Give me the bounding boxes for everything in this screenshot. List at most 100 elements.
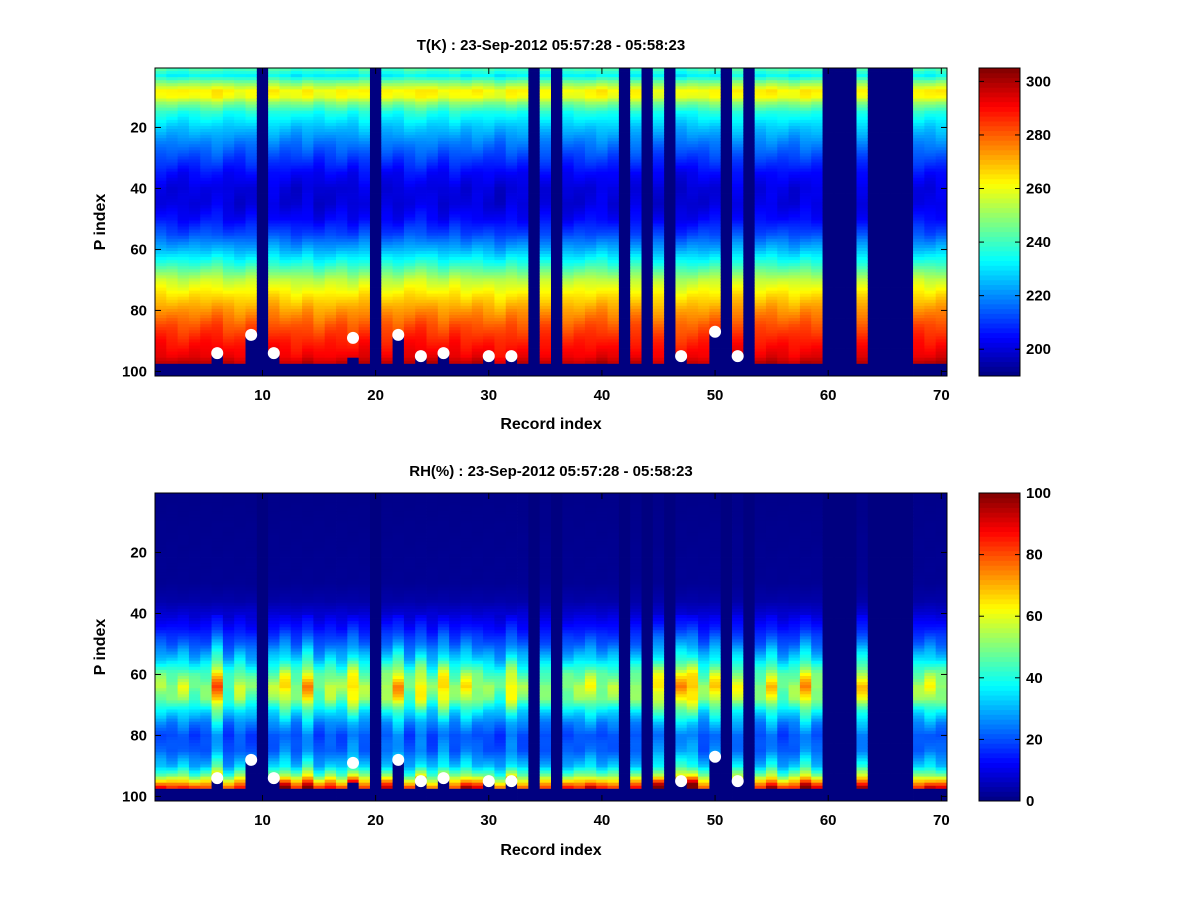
heatmap-cell: [188, 86, 201, 90]
heatmap-cell: [188, 290, 201, 295]
heatmap-cell: [641, 275, 654, 279]
heatmap-cell: [279, 330, 292, 334]
heatmap-cell: [222, 71, 235, 75]
heatmap-cell: [166, 363, 179, 368]
heatmap-cell: [313, 357, 326, 362]
heatmap-cell: [268, 150, 280, 154]
heatmap-cell: [336, 74, 348, 78]
heatmap-cell: [392, 342, 405, 346]
heatmap-cell: [222, 257, 235, 261]
heatmap-cell: [630, 296, 642, 301]
heatmap-cell: [166, 275, 179, 279]
heatmap-cell: [222, 336, 235, 340]
heatmap-cell: [155, 223, 167, 227]
heatmap-cell: [630, 208, 642, 212]
heatmap-cell: [166, 83, 179, 87]
heatmap-cell: [686, 150, 699, 154]
heatmap-cell: [403, 254, 416, 258]
heatmap-cell: [279, 135, 292, 139]
heatmap-cell: [415, 311, 427, 316]
heatmap-cell: [584, 348, 597, 352]
heatmap-cell: [155, 110, 167, 115]
heatmap-cell: [709, 119, 722, 124]
heatmap-cell: [494, 144, 507, 148]
heatmap-cell: [437, 241, 450, 246]
heatmap-cell: [437, 132, 450, 136]
heatmap-cell: [641, 180, 654, 185]
heatmap-cell: [302, 199, 314, 203]
heatmap-cell: [664, 150, 676, 154]
heatmap-cell: [652, 116, 665, 121]
heatmap-cell: [302, 193, 314, 197]
heatmap-cell: [392, 311, 405, 316]
heatmap-cell: [528, 275, 541, 279]
heatmap-cell: [188, 98, 201, 102]
heatmap-cell: [426, 159, 439, 163]
heatmap-cell: [686, 369, 699, 374]
heatmap-cell: [483, 226, 495, 231]
heatmap-cell: [551, 247, 563, 252]
heatmap-cell: [426, 189, 439, 194]
heatmap-cell: [313, 208, 326, 212]
heatmap-cell: [245, 177, 258, 182]
heatmap-cell: [302, 247, 314, 252]
heatmap-cell: [392, 257, 405, 261]
heatmap-cell: [528, 254, 541, 258]
heatmap-cell: [358, 223, 371, 227]
heatmap-cell: [166, 177, 179, 182]
heatmap-cell: [618, 260, 631, 264]
heatmap-cell: [573, 132, 586, 136]
heatmap-cell: [222, 183, 235, 188]
heatmap-cell: [505, 308, 518, 313]
heatmap-cell: [313, 327, 326, 331]
heatmap-cell: [358, 330, 371, 334]
heatmap-cell: [324, 321, 337, 325]
heatmap-cell: [483, 217, 495, 221]
heatmap-cell: [437, 247, 450, 252]
heatmap-cell: [460, 174, 473, 179]
heatmap-cell: [336, 89, 348, 93]
heatmap-cell: [211, 107, 224, 112]
heatmap-cell: [641, 74, 654, 78]
heatmap-cell: [256, 363, 269, 368]
heatmap-cell: [279, 308, 292, 313]
heatmap-cell: [347, 183, 360, 188]
heatmap-cell: [347, 141, 360, 145]
heatmap-cell: [437, 183, 450, 188]
heatmap-cell: [347, 321, 360, 325]
heatmap-cell: [573, 339, 586, 343]
heatmap-cell: [698, 336, 710, 340]
heatmap-cell: [539, 247, 552, 252]
heatmap-cell: [347, 318, 360, 322]
heatmap-cell: [392, 339, 405, 343]
heatmap-cell: [618, 171, 631, 176]
heatmap-cell: [494, 357, 507, 362]
heatmap-cell: [279, 272, 292, 276]
heatmap-cell: [313, 107, 326, 112]
heatmap-cell: [664, 202, 676, 206]
heatmap-cell: [155, 241, 167, 246]
heatmap-cell: [403, 150, 416, 154]
heatmap-cell: [641, 254, 654, 258]
heatmap-cell: [686, 232, 699, 237]
heatmap-cell: [562, 339, 575, 343]
heatmap-cell: [245, 214, 258, 218]
heatmap-cell: [551, 311, 563, 316]
heatmap-cell: [155, 229, 167, 234]
heatmap-cell: [709, 80, 722, 84]
heatmap-cell: [664, 360, 676, 365]
heatmap-cell: [494, 345, 507, 349]
heatmap-cell: [675, 315, 688, 319]
heatmap-cell: [369, 241, 382, 246]
heatmap-cell: [437, 363, 450, 368]
heatmap-cell: [641, 196, 654, 200]
heatmap-cell: [268, 299, 280, 304]
heatmap-cell: [222, 293, 235, 298]
heatmap-cell: [336, 330, 348, 334]
heatmap-cell: [381, 95, 393, 99]
heatmap-cell: [528, 202, 541, 206]
heatmap-cell: [573, 125, 586, 130]
heatmap-cell: [200, 119, 212, 124]
heatmap-cell: [675, 80, 688, 84]
heatmap-cell: [562, 199, 575, 203]
